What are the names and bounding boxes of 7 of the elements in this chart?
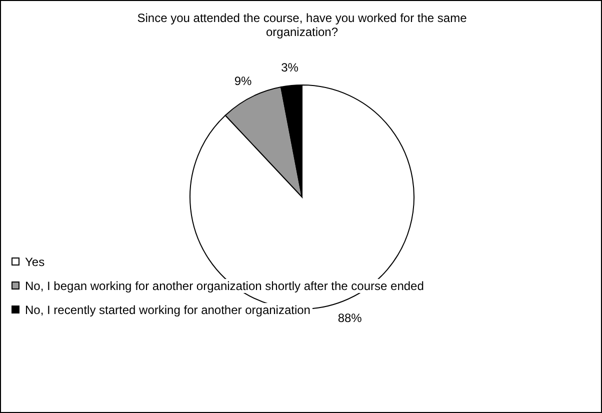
data-label: 88% bbox=[338, 310, 362, 325]
legend-label: Yes bbox=[25, 255, 45, 269]
data-label: 3% bbox=[281, 60, 299, 75]
legend-label: No, I began working for another organization shortly after the course ended bbox=[25, 279, 424, 293]
chart-title: Since you attended the course, have you worked for the same organization? bbox=[137, 11, 468, 39]
legend-label: No, I recently started working for another organization bbox=[25, 303, 310, 317]
data-label: 9% bbox=[234, 74, 252, 88]
